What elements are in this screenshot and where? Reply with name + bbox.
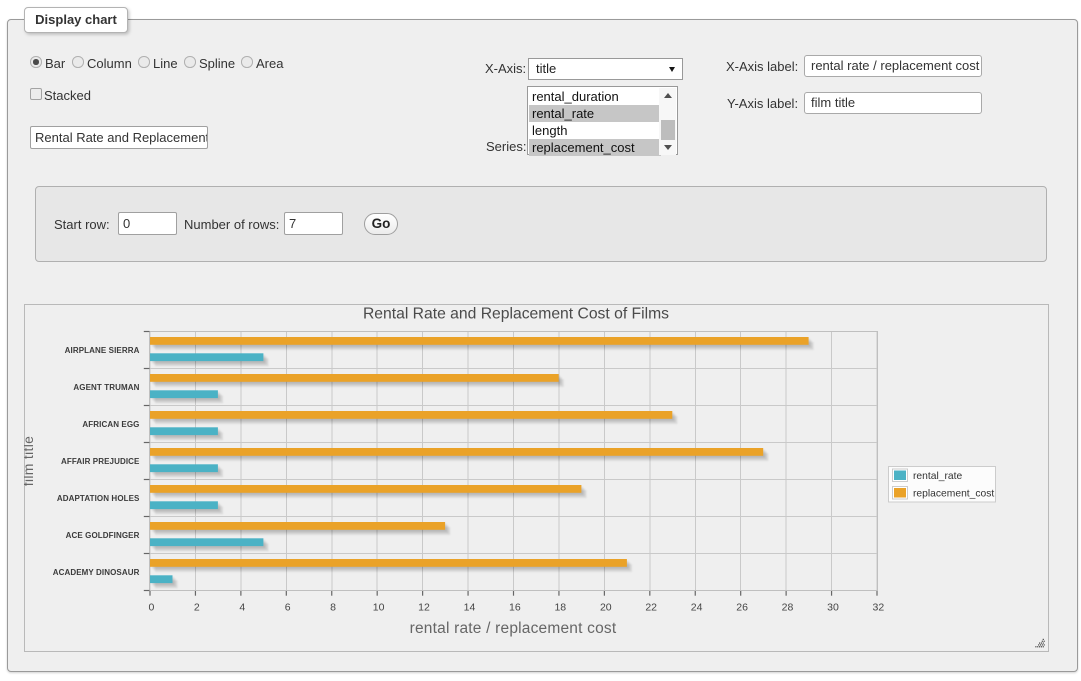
svg-text:10: 10 [373,602,385,614]
svg-text:20: 20 [600,602,612,614]
svg-text:12: 12 [418,602,430,614]
svg-text:AFRICAN EGG: AFRICAN EGG [82,420,139,429]
svg-text:32: 32 [873,602,885,614]
svg-text:18: 18 [554,602,566,614]
svg-text:rental_rate: rental_rate [913,471,963,482]
svg-text:Rental Rate and Replacement Co: Rental Rate and Replacement Cost of Film… [363,306,669,323]
svg-text:2: 2 [194,602,200,614]
svg-text:14: 14 [464,602,476,614]
svg-text:24: 24 [691,602,703,614]
svg-text:AGENT TRUMAN: AGENT TRUMAN [73,383,139,392]
svg-text:16: 16 [509,602,521,614]
svg-text:22: 22 [645,602,657,614]
svg-text:AIRPLANE SIERRA: AIRPLANE SIERRA [65,346,140,355]
svg-text:26: 26 [736,602,748,614]
svg-text:replacement_cost: replacement_cost [913,489,994,500]
svg-text:AFFAIR PREJUDICE: AFFAIR PREJUDICE [61,457,140,466]
svg-text:30: 30 [827,602,839,614]
svg-text:6: 6 [285,602,291,614]
svg-text:ACE GOLDFINGER: ACE GOLDFINGER [66,531,140,540]
svg-text:film title: film title [24,436,36,486]
svg-text:8: 8 [330,602,336,614]
svg-text:28: 28 [782,602,794,614]
svg-text:0: 0 [148,602,154,614]
svg-text:4: 4 [239,602,245,614]
svg-text:rental rate / replacement cost: rental rate / replacement cost [410,620,617,637]
svg-text:ADAPTATION HOLES: ADAPTATION HOLES [57,494,140,503]
svg-text:ACADEMY DINOSAUR: ACADEMY DINOSAUR [53,568,140,577]
